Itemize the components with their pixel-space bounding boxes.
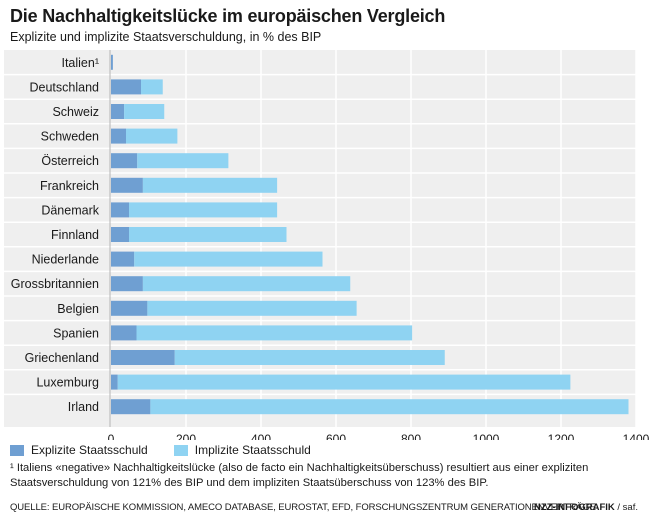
x-tick-label: 0: [108, 432, 115, 440]
category-label: Luxemburg: [36, 376, 99, 390]
x-tick-label: 800: [401, 432, 421, 440]
category-label: Griechenland: [25, 351, 99, 365]
bar-implicit: [126, 128, 178, 144]
legend-item-explicit: Explizite Staatsschuld: [10, 443, 148, 457]
legend-item-implicit: Implizite Staatsschuld: [173, 443, 311, 457]
bar-explicit: [111, 128, 126, 144]
category-label: Niederlande: [32, 253, 99, 267]
chart-subtitle: Explizite und implizite Staatsverschuldu…: [10, 30, 322, 44]
bar-implicit: [150, 399, 629, 415]
bar-explicit: [111, 350, 175, 365]
bar-implicit: [174, 350, 445, 365]
bar-explicit: [111, 177, 143, 193]
category-label: Deutschland: [30, 80, 100, 94]
bar-explicit: [111, 325, 137, 341]
bar-implicit: [124, 104, 165, 119]
category-label: Italien¹: [61, 56, 99, 70]
bar-implicit: [129, 227, 287, 242]
chart-title: Die Nachhaltigkeitslücke im europäischen…: [10, 6, 446, 26]
bar-implicit: [147, 300, 357, 316]
bar-implicit: [136, 325, 413, 341]
bar-explicit: [111, 276, 143, 292]
bar-explicit: [111, 374, 118, 390]
category-label: Belgien: [57, 302, 99, 316]
x-tick-label: 1000: [473, 432, 500, 440]
bar-implicit: [142, 276, 351, 292]
bar-explicit: [111, 227, 129, 242]
bar-implicit: [134, 251, 323, 267]
bar-explicit: [111, 202, 129, 218]
bar-explicit: [111, 104, 125, 119]
category-label: Finnland: [51, 228, 99, 242]
legend-swatch-implicit: [173, 444, 188, 456]
category-label: Schweiz: [52, 105, 99, 119]
x-tick-label: 1200: [548, 432, 575, 440]
bar-implicit: [141, 79, 163, 95]
category-label: Dänemark: [41, 203, 99, 217]
bar-explicit: [111, 251, 135, 267]
credit-line: NZZ-INFOGRAFIK / saf.: [534, 502, 638, 513]
bar-implicit: [142, 177, 278, 193]
legend-label-explicit: Explizite Staatsschuld: [31, 443, 148, 457]
footnote: ¹ Italiens «negative» Nachhaltigkeitslüc…: [10, 462, 589, 489]
category-label: Grossbritannien: [11, 277, 99, 291]
bar-chart: Italien¹ Deutschland Schweiz Schweden Österr…: [4, 50, 650, 440]
bar-explicit: [111, 300, 148, 316]
bar-implicit: [137, 153, 229, 169]
credit-suffix: / saf.: [614, 502, 638, 513]
bar-explicit: [111, 153, 138, 169]
bar-implicit: [129, 202, 278, 218]
category-label: Spanien: [53, 326, 99, 340]
bar-explicit: [111, 79, 141, 95]
bar-implicit: [117, 374, 571, 390]
x-tick-label: 600: [326, 432, 346, 440]
x-tick-label: 200: [176, 432, 196, 440]
source-line: QUELLE: EUROPÄISCHE KOMMISSION, AMECO DA…: [10, 502, 596, 513]
legend-label-implicit: Implizite Staatsschuld: [194, 443, 311, 457]
legend: Explizite Staatsschuld Implizite Staatss…: [10, 443, 337, 457]
category-label: Irland: [68, 400, 99, 414]
category-label: Schweden: [41, 130, 99, 144]
category-label: Frankreich: [40, 179, 99, 193]
legend-swatch-explicit: [10, 444, 24, 456]
category-label: Österreich: [41, 154, 99, 168]
x-tick-label: 400: [251, 432, 271, 440]
credit-name: NZZ-INFOGRAFIK: [534, 502, 615, 513]
bar-explicit: [111, 54, 113, 70]
x-tick-label: 1400: [623, 432, 650, 440]
bar-explicit: [111, 399, 151, 415]
